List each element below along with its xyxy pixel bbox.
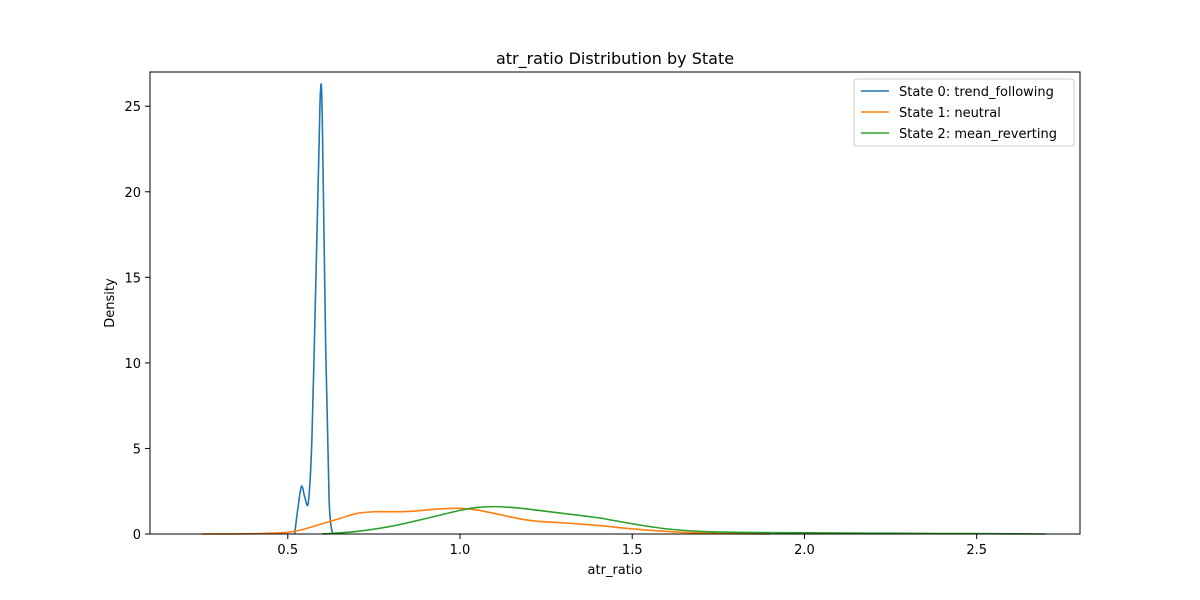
y-tick-label: 5 — [133, 442, 141, 457]
y-tick-label: 0 — [133, 528, 141, 543]
x-axis-label: atr_ratio — [588, 563, 643, 578]
y-tick-label: 15 — [124, 271, 141, 286]
x-tick-label: 2.5 — [966, 543, 987, 558]
x-tick-label: 0.5 — [277, 543, 298, 558]
series-line-state-2 — [322, 505, 1046, 535]
legend-label-state-0: State 0: trend_following — [899, 85, 1054, 100]
y-tick-label: 20 — [124, 186, 141, 201]
series-line-state-1 — [201, 507, 771, 535]
x-tick-label: 1.0 — [450, 543, 471, 558]
x-tick-label: 2.0 — [794, 543, 815, 558]
y-tick-label: 25 — [124, 100, 141, 115]
series-line-state-0 — [293, 83, 334, 535]
plot-area-frame — [149, 71, 1081, 535]
series-lines — [201, 83, 1046, 535]
legend: State 0: trend_following State 1: neutral… — [853, 78, 1075, 147]
x-axis-ticks: 0.5 1.0 1.5 2.0 2.5 — [277, 534, 987, 558]
legend-label-state-1: State 1: neutral — [899, 106, 1001, 121]
y-axis-label: Density — [103, 278, 118, 328]
legend-label-state-2: State 2: mean_reverting — [899, 127, 1057, 142]
y-axis-ticks: 0 5 10 15 20 25 — [124, 100, 150, 543]
y-tick-label: 10 — [124, 357, 141, 372]
chart-title: atr_ratio Distribution by State — [496, 49, 734, 69]
x-tick-label: 1.5 — [622, 543, 643, 558]
legend-box — [853, 78, 1075, 147]
